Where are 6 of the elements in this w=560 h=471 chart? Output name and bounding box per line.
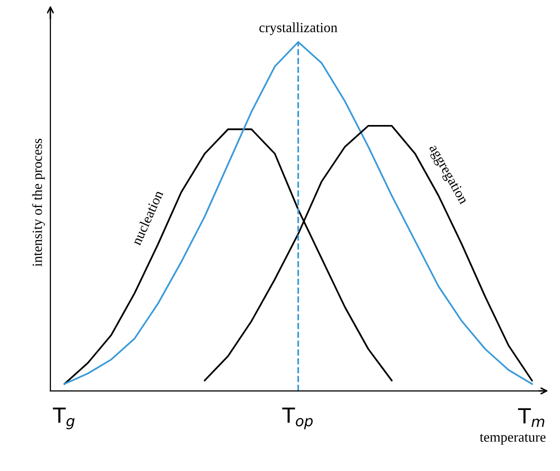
x-tick-label: T$_{g}$ bbox=[52, 408, 75, 430]
series-label: crystallization bbox=[259, 22, 338, 36]
x-tick-label: T$_{op}$ bbox=[282, 408, 313, 430]
x-tick-label: T$_{m}$ bbox=[518, 408, 544, 427]
x-axis-title: temperature bbox=[480, 434, 546, 445]
y-axis-title: intensity of the process bbox=[32, 138, 45, 266]
